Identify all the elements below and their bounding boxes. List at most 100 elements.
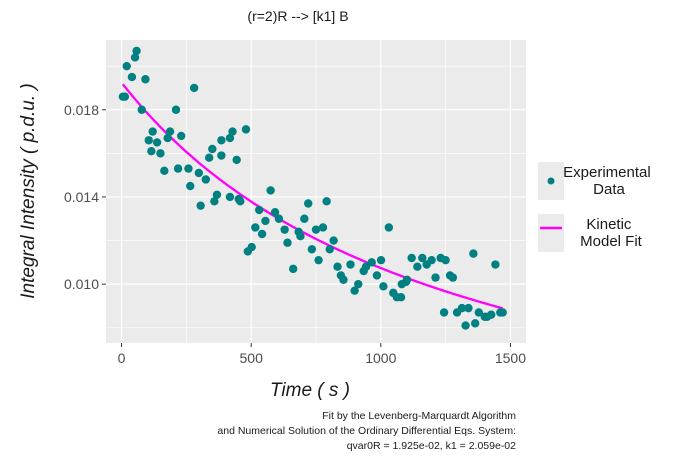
data-point xyxy=(396,293,406,302)
data-point xyxy=(165,127,175,136)
data-point xyxy=(210,197,219,206)
data-point xyxy=(300,214,309,223)
data-point xyxy=(372,271,382,280)
data-point xyxy=(498,308,507,317)
data-point xyxy=(225,192,235,202)
points-layer xyxy=(118,46,507,330)
data-point xyxy=(148,127,157,136)
y-tick-label: 0.010 xyxy=(64,276,99,292)
legend-label-fit: Kinetic Model Fit xyxy=(580,216,643,250)
data-point xyxy=(361,262,371,271)
data-point xyxy=(127,72,137,82)
legend: Experimental Data Kinetic Model Fit xyxy=(538,162,651,252)
data-point xyxy=(311,225,321,234)
x-tick-label: 1500 xyxy=(495,350,526,366)
data-point xyxy=(441,255,450,265)
legend-label-fit-line1: Kinetic xyxy=(586,216,632,233)
data-point xyxy=(314,255,323,265)
data-point xyxy=(194,168,204,178)
legend-key-data-point xyxy=(547,177,555,185)
data-point xyxy=(288,264,298,274)
fit-curve xyxy=(121,83,503,310)
data-point xyxy=(176,131,186,141)
data-point xyxy=(307,245,317,254)
data-point xyxy=(464,303,473,313)
y-tick-label: 0.018 xyxy=(64,102,99,118)
data-point xyxy=(173,164,183,173)
legend-label-data-line2: Data xyxy=(593,181,625,198)
chart-title: (r=2)R --> [k1] B xyxy=(247,8,348,24)
data-point xyxy=(266,186,275,195)
caption-line-2: and Numerical Solution of the Ordinary D… xyxy=(217,425,516,437)
data-point xyxy=(201,175,211,184)
data-point xyxy=(470,319,480,328)
data-point xyxy=(296,231,305,241)
x-axis-title: Time ( s ) xyxy=(270,380,350,401)
data-point xyxy=(189,83,199,93)
data-point xyxy=(171,105,181,114)
data-point xyxy=(339,275,348,284)
data-point xyxy=(457,303,467,313)
data-point xyxy=(350,286,359,295)
data-point xyxy=(184,164,193,173)
data-point xyxy=(212,190,222,199)
data-point xyxy=(448,273,458,282)
data-point xyxy=(318,223,328,232)
data-point xyxy=(439,308,449,317)
data-point xyxy=(160,166,169,175)
y-axis: 0.010 0.014 0.018 xyxy=(64,102,106,292)
data-point xyxy=(137,105,146,114)
data-point xyxy=(322,197,331,206)
data-point xyxy=(461,321,470,330)
data-point xyxy=(491,260,500,269)
data-point xyxy=(283,238,292,247)
data-point xyxy=(427,255,436,265)
data-point xyxy=(367,258,376,267)
caption-line-1: Fit by the Levenberg-Marquardt Algorithm xyxy=(322,410,516,422)
data-point xyxy=(247,242,256,252)
data-point xyxy=(346,260,355,269)
data-point xyxy=(329,236,338,245)
y-axis-title: Integral Intensity ( p.d.u. ) xyxy=(18,83,39,298)
caption-line-3: qvar0R = 1.925e-02, k1 = 2.059e-02 xyxy=(347,440,516,452)
data-point xyxy=(144,136,153,145)
data-point xyxy=(232,155,241,165)
data-point xyxy=(156,149,165,158)
data-point xyxy=(325,245,334,254)
data-point xyxy=(333,262,342,271)
data-point xyxy=(255,205,264,215)
data-point xyxy=(487,310,496,319)
data-point xyxy=(413,262,422,271)
data-point xyxy=(274,214,284,223)
data-point xyxy=(228,127,237,136)
data-point xyxy=(270,208,280,217)
data-point xyxy=(217,136,226,145)
data-point xyxy=(204,153,214,162)
y-tick-label: 0.014 xyxy=(64,189,99,205)
data-point xyxy=(280,225,289,234)
data-point xyxy=(261,216,270,226)
x-tick-label: 500 xyxy=(240,350,264,366)
data-point xyxy=(147,146,156,156)
legend-label-fit-line2: Model Fit xyxy=(580,233,643,250)
data-point xyxy=(407,253,416,263)
x-axis: 0 500 1000 1500 xyxy=(118,343,526,366)
data-point xyxy=(241,125,251,134)
data-point xyxy=(152,138,162,147)
data-point xyxy=(402,275,412,284)
data-point xyxy=(122,61,131,71)
grid-lines xyxy=(106,40,526,343)
legend-key-fit-bg xyxy=(538,214,564,252)
data-point xyxy=(379,282,388,291)
data-point xyxy=(376,255,386,265)
data-point xyxy=(225,133,235,143)
x-tick-label: 0 xyxy=(118,350,126,366)
data-point xyxy=(384,223,394,232)
data-point xyxy=(130,53,140,62)
data-point xyxy=(141,75,150,84)
data-point xyxy=(257,229,267,239)
legend-label-data-line1: Experimental xyxy=(563,164,651,181)
data-point xyxy=(474,308,484,317)
fit-layer xyxy=(121,83,503,310)
